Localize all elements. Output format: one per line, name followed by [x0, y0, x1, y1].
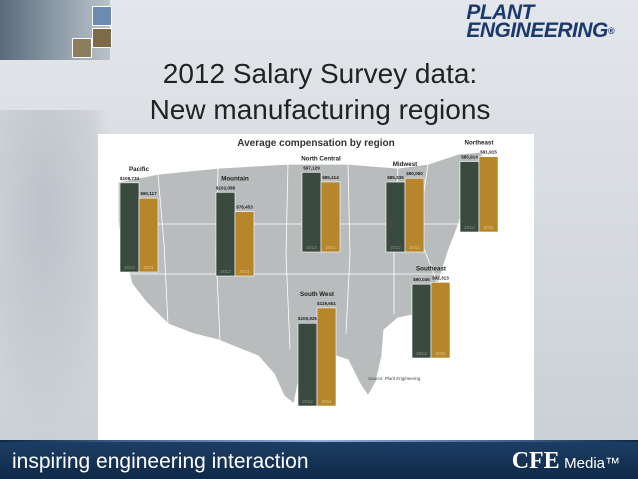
bar-mountain-2011 [234, 211, 255, 277]
region-label: South West [300, 291, 334, 298]
logo-registered-mark: ® [607, 26, 615, 36]
bar-year-label: 2012 [220, 269, 231, 275]
bar-southeast-2012 [411, 283, 432, 359]
region-label: Northeast [465, 140, 494, 147]
chart-panel: Average compensation by region $108,734 2… [98, 134, 534, 440]
bar-year-label: 2012 [124, 265, 135, 271]
bar-southeast-2011 [430, 282, 451, 359]
value-label: $78,453 [236, 205, 253, 210]
slide-title-line-2: New manufacturing regions [149, 94, 491, 125]
bar-year-label: 2012 [306, 245, 317, 251]
value-label: $119,651 [317, 301, 336, 306]
source-note: Source: Plant Engineering [368, 376, 421, 381]
bar-pacific-2011 [138, 197, 159, 273]
cfe-media-logo: CFE Media™ [512, 448, 620, 475]
bar-year-label: 2011 [239, 269, 250, 275]
region-label: Mountain [221, 175, 249, 182]
bar-year-label: 2011 [321, 399, 332, 405]
slide-title-line-1: 2012 Salary Survey data: [162, 58, 478, 89]
photo-tile [92, 6, 112, 26]
bar-pacific-2012 [119, 182, 140, 273]
bar-midwest-2012 [385, 181, 406, 253]
bar-north-central-2011 [320, 181, 341, 253]
chart-title: Average compensation by region [237, 138, 395, 149]
bar-year-label: 2012 [302, 399, 313, 405]
value-label: $90,060 [406, 171, 423, 176]
logo-line-1: PLANT [466, 1, 534, 24]
value-label: $102,088 [216, 185, 236, 190]
slide-title: 2012 Salary Survey data: New manufacturi… [100, 56, 540, 128]
header-photo-collage [0, 0, 112, 60]
region-label: North Central [301, 155, 341, 162]
bar-year-label: 2012 [464, 225, 475, 231]
regional-compensation-map-chart: $108,734 2012 $90,117 2011 Pacific $102,088 20… [117, 140, 499, 407]
bar-mountain-2012 [215, 191, 236, 277]
bar-year-label: 2011 [483, 225, 494, 231]
footer-highlight-line [0, 440, 638, 442]
footer-bar: inspiring engineering interaction CFE Me… [0, 440, 638, 479]
bar-year-label: 2012 [416, 351, 427, 357]
value-label: $90,046 [413, 277, 430, 282]
bar-south-west-2012 [297, 322, 318, 407]
bar-year-label: 2011 [143, 265, 154, 271]
region-label: Southeast [416, 265, 446, 272]
value-label: $100,926 [298, 316, 318, 321]
footer-tagline: inspiring engineering interaction [12, 450, 309, 473]
bars-layer: $108,734 2012 $90,117 2011 Pacific $102,088 20… [119, 140, 499, 407]
value-label: $92,313 [432, 275, 449, 280]
value-label: $108,734 [120, 176, 140, 181]
value-label: $90,117 [140, 191, 157, 196]
bar-north-central-2012 [301, 172, 322, 253]
value-label: $85,335 [387, 175, 404, 180]
plant-engineering-logo: PLANT ENGINEERING® [466, 1, 615, 42]
bar-northeast-2012 [459, 161, 480, 233]
bar-year-label: 2011 [409, 245, 420, 251]
bar-year-label: 2012 [390, 245, 401, 251]
value-label: $85,914 [461, 155, 478, 160]
media-brand-text: Media™ [564, 455, 620, 472]
region-label: Pacific [129, 166, 150, 173]
bar-year-label: 2011 [435, 351, 446, 357]
value-label: $91,915 [480, 150, 497, 155]
bar-south-west-2011 [316, 307, 337, 407]
bar-year-label: 2011 [325, 245, 336, 251]
background-worker-image [0, 110, 110, 440]
photo-tile [92, 28, 112, 48]
value-label: $97,129 [303, 165, 320, 170]
bar-midwest-2011 [404, 177, 425, 253]
logo-line-2: ENGINEERING [466, 19, 608, 42]
value-label: $85,414 [322, 175, 339, 180]
bar-northeast-2011 [478, 156, 499, 233]
region-label: Midwest [393, 161, 417, 168]
photo-tile [72, 38, 92, 58]
cfe-brand-text: CFE [511, 448, 560, 474]
